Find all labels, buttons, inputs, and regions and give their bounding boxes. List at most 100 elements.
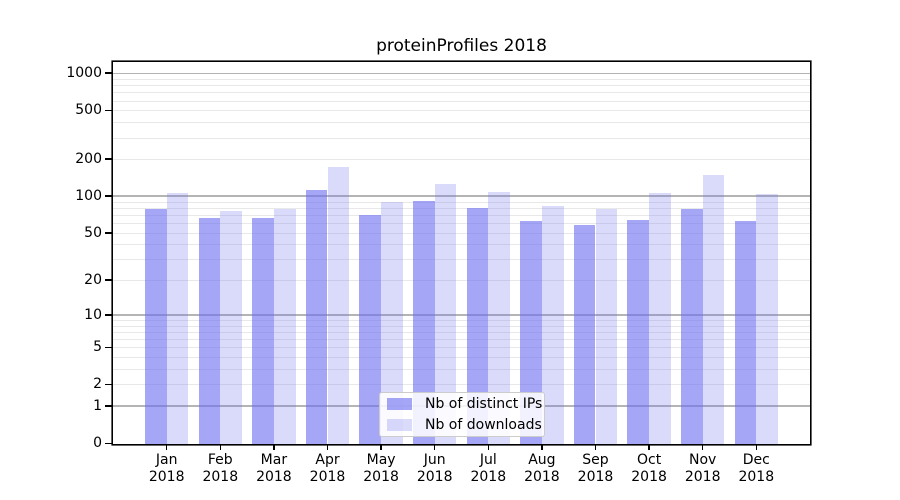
bar-distinct-ips-oct (627, 219, 650, 444)
y-tick-label: 1 (93, 398, 102, 415)
bar-downloads-jan (166, 193, 189, 444)
y-tick-label: 10 (84, 306, 102, 323)
bar-downloads-dec (756, 194, 779, 444)
gridline-major (113, 314, 810, 316)
x-tick (648, 444, 650, 450)
bar-distinct-ips-jul (466, 207, 489, 444)
bar-downloads-may (381, 202, 403, 444)
gridline-minor (113, 78, 810, 80)
gridline-minor (113, 207, 810, 209)
x-tick (541, 444, 543, 450)
y-tick (105, 109, 112, 112)
gridline-minor (113, 122, 810, 124)
x-tick (433, 444, 436, 450)
gridline-minor (113, 159, 810, 161)
gridline-minor (113, 347, 810, 349)
y-tick (105, 442, 112, 445)
legend: Nb of distinct IPs Nb of downloads (379, 392, 545, 437)
gridline-minor (113, 244, 810, 246)
bar-distinct-ips-nov (680, 208, 703, 444)
y-tick-label: 50 (84, 224, 102, 241)
x-tick-label: Aug 2018 (524, 452, 560, 485)
gridline-minor (113, 339, 810, 341)
y-tick-label: 2 (93, 376, 102, 393)
legend-entry-downloads: Nb of downloads (387, 417, 544, 433)
x-tick (380, 444, 382, 450)
gridline-minor (113, 92, 810, 94)
y-tick-label: 100 (75, 188, 102, 205)
legend-label-downloads: Nb of downloads (425, 417, 542, 433)
y-tick-label: 1000 (66, 65, 102, 82)
y-tick (105, 158, 112, 161)
x-tick-label: Dec 2018 (738, 452, 775, 485)
bar-distinct-ips-feb (198, 218, 221, 444)
x-tick (487, 444, 490, 450)
legend-swatch-distinct-ips (387, 398, 412, 410)
bar-distinct-ips-jan (144, 209, 167, 444)
plot-area (113, 62, 810, 444)
x-tick-label: Apr 2018 (309, 452, 346, 485)
bar-downloads-apr (327, 167, 350, 444)
x-tick-label: Jul 2018 (470, 452, 507, 485)
gridline-minor (113, 85, 810, 87)
x-tick (273, 444, 275, 450)
legend-entry-distinct-ips: Nb of distinct IPs (387, 396, 544, 412)
y-tick-label: 200 (75, 151, 102, 168)
bar-distinct-ips-may (359, 214, 382, 444)
gridline-minor (113, 357, 810, 359)
x-tick (701, 444, 704, 450)
gridline-minor (113, 214, 810, 216)
bar-distinct-ips-dec (734, 220, 757, 444)
y-tick (105, 195, 112, 197)
bar-downloads-aug (541, 205, 564, 444)
x-tick-label: Jan 2018 (148, 452, 185, 485)
y-tick (105, 279, 112, 282)
x-tick (219, 444, 222, 450)
x-tick (755, 444, 758, 450)
y-tick (105, 383, 112, 386)
x-tick (165, 444, 168, 450)
chart-title: proteinProfiles 2018 (376, 36, 547, 56)
gridline-minor (113, 223, 810, 225)
y-tick (105, 346, 112, 349)
gridline-minor (113, 319, 810, 321)
gridline-minor (113, 369, 810, 371)
x-tick (326, 444, 329, 450)
bar-downloads-mar (273, 209, 296, 444)
gridline-minor (113, 201, 810, 203)
gridline-minor (113, 280, 810, 282)
gridline-minor (113, 232, 810, 234)
x-tick (594, 444, 597, 450)
bar-downloads-jul (488, 192, 511, 444)
x-tick-label: May 2018 (363, 452, 399, 485)
gridline-major (113, 195, 810, 197)
y-tick (105, 231, 112, 234)
bar-downloads-sep (595, 208, 618, 444)
bar-distinct-ips-sep (573, 224, 596, 444)
y-tick-label: 0 (93, 435, 102, 452)
y-tick (105, 72, 112, 75)
bar-downloads-nov (702, 175, 725, 444)
x-tick-label: Feb 2018 (202, 452, 239, 485)
y-tick-label: 500 (75, 102, 102, 119)
bar-distinct-ips-aug (520, 220, 542, 444)
bar-downloads-jun (434, 183, 457, 444)
x-tick-label: Oct 2018 (631, 452, 667, 485)
legend-label-distinct-ips: Nb of distinct IPs (425, 396, 543, 412)
legend-swatch-downloads (387, 419, 412, 431)
bar-distinct-ips-jun (412, 200, 435, 444)
gridline-minor (113, 325, 810, 327)
gridline-major (113, 72, 810, 75)
x-tick-label: Sep 2018 (577, 452, 614, 485)
y-tick-label: 5 (93, 339, 102, 356)
gridline-minor (113, 100, 810, 102)
gridline-minor (113, 384, 810, 386)
gridline-minor (113, 110, 810, 112)
gridline-minor (113, 259, 810, 261)
x-tick-label: Mar 2018 (256, 452, 292, 485)
bar-downloads-feb (220, 211, 243, 444)
gridline-minor (113, 137, 810, 139)
bar-distinct-ips-mar (252, 218, 274, 444)
y-tick (105, 314, 112, 316)
